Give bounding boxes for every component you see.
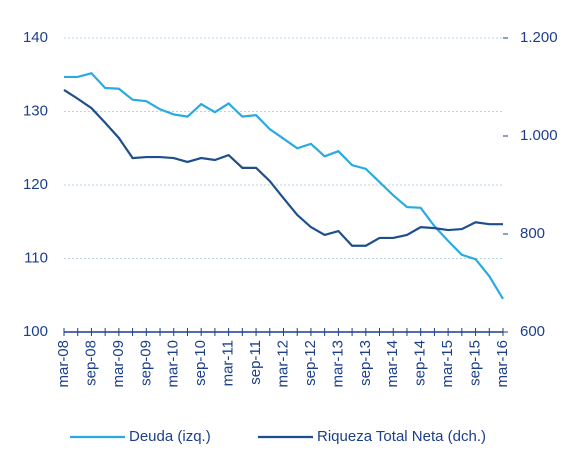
line-series	[63, 89, 503, 247]
legend-label: Riqueza Total Neta (dch.)	[317, 428, 486, 445]
x-tick-label: sep-14	[412, 340, 429, 386]
line-series	[64, 72, 504, 300]
y-tick-label: 110	[24, 249, 48, 266]
y-tick-label: 130	[23, 102, 48, 119]
x-tick-label: mar-08	[55, 340, 72, 388]
x-tick-label: sep-12	[302, 340, 319, 386]
legend-label: Deuda (izq.)	[129, 428, 211, 445]
x-tick-label: mar-15	[439, 340, 456, 388]
y2-tick-label: 600	[520, 323, 545, 340]
x-tick-label: mar-13	[329, 340, 346, 388]
x-tick-label: sep-15	[467, 340, 484, 386]
x-tick-label: mar-12	[274, 340, 291, 388]
x-tick-label: sep-11	[247, 340, 264, 385]
x-tick-label: sep-10	[192, 340, 209, 386]
x-tick-label: sep-09	[137, 340, 154, 386]
x-tick-label: mar-09	[110, 340, 127, 388]
y2-tick-label: 800	[520, 225, 545, 242]
y-tick-label: 140	[23, 29, 48, 46]
y-tick-label: 100	[23, 323, 48, 340]
x-tick-label: mar-14	[384, 340, 401, 388]
y2-tick-label: 1.000	[520, 127, 558, 144]
x-tick-label: mar-11	[220, 340, 237, 386]
y-tick-label: 120	[23, 176, 48, 193]
x-tick-label: mar-10	[165, 340, 182, 388]
x-tick-label: mar-16	[494, 340, 511, 388]
y2-tick-label: 1.200	[520, 29, 558, 46]
x-tick-label: sep-08	[82, 340, 99, 386]
x-tick-label: sep-13	[357, 340, 374, 386]
